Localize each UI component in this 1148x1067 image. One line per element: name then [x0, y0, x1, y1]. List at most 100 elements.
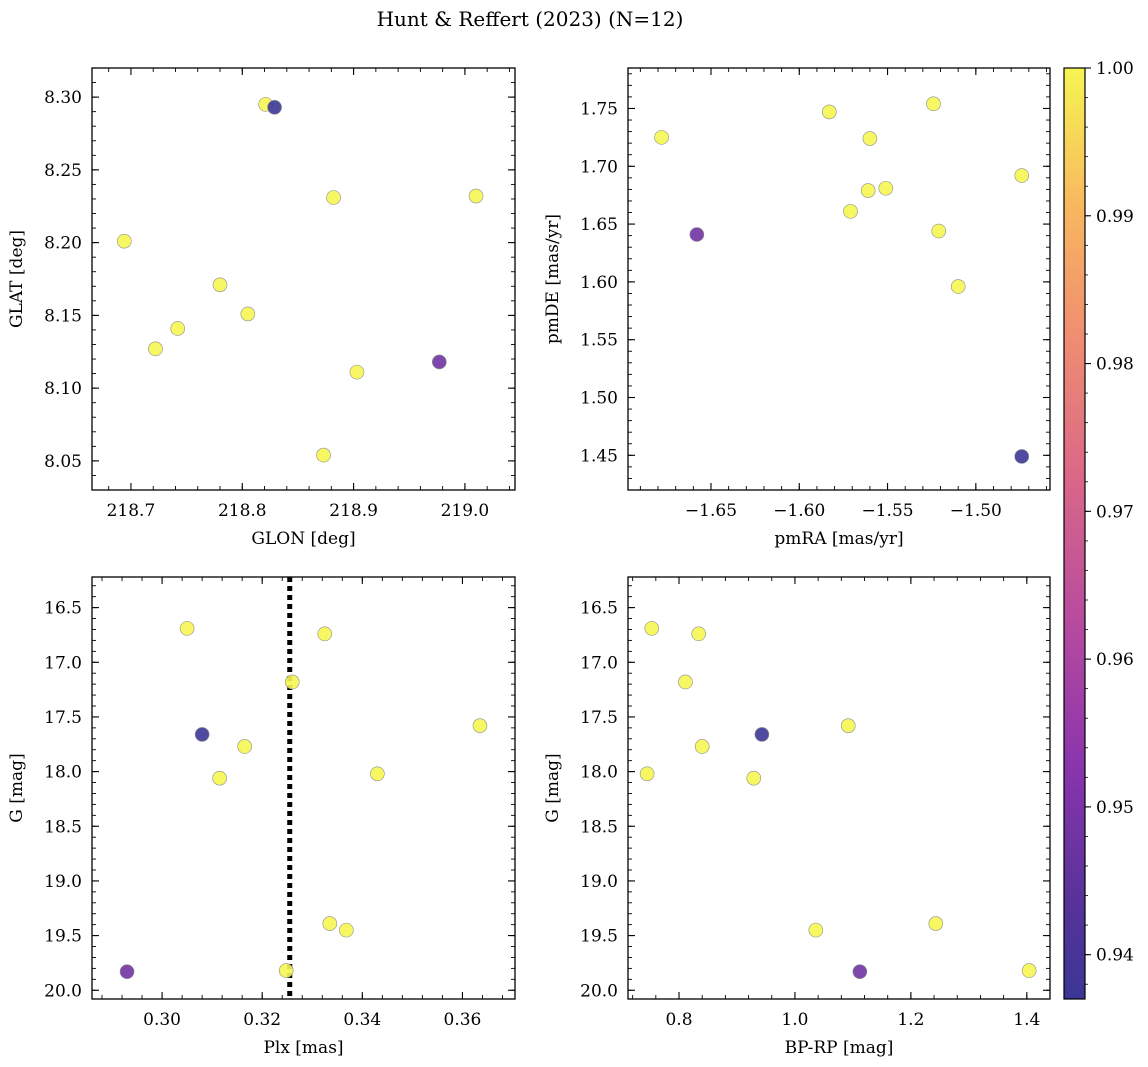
- y-axis-label: G [mag]: [543, 753, 563, 822]
- y-axis-label: pmDE [mas/yr]: [543, 214, 563, 344]
- scatter-point: [860, 183, 876, 198]
- scatter-point: [237, 739, 252, 754]
- axes-frame: [627, 67, 1051, 491]
- y-tick-label: 16.5: [44, 599, 82, 619]
- y-tick-label: 20.0: [580, 981, 618, 1001]
- y-tick-label: 1.55: [580, 331, 618, 351]
- scatter-point: [370, 766, 385, 782]
- panel-pmra-pmde: −1.65 −1.60 −1.55 −1.50 1.45 1.50 1.55 1.60 1.65…: [543, 67, 1051, 549]
- scatter-point: [1014, 168, 1030, 183]
- x-tick-label: 1.2: [897, 1010, 924, 1030]
- x-tick-label: 218.9: [329, 501, 378, 521]
- scatter-point: [194, 727, 210, 742]
- scatter-point: [926, 96, 941, 112]
- y-tick-label: 17.0: [580, 653, 618, 673]
- x-axis-label: pmRA [mas/yr]: [774, 529, 903, 549]
- scatter-point: [691, 626, 707, 642]
- panel-plx-g: 0.30 0.32 0.34 0.36 16.5 17.0 17.5 18.0 18.5 19.0…: [7, 576, 516, 1058]
- colorbar-gradient: [1063, 67, 1086, 1000]
- panel-bprp-g: 0.8 1.0 1.2 1.4 16.5 17.0 17.5 18.0 18.5 19.0 19.5…: [543, 576, 1051, 1058]
- scatter-point: [240, 306, 256, 322]
- scatter-point: [284, 674, 300, 690]
- colorbar-tick-label: 0.99: [1096, 207, 1134, 227]
- scatter-point: [119, 964, 135, 979]
- figure-title: Hunt & Reffert (2023) (N=12): [377, 7, 684, 31]
- y-tick-label: 1.60: [580, 273, 618, 293]
- x-tick-label: 219.0: [441, 501, 490, 521]
- panel-glon-glat: 218.7 218.8 218.9 219.0 8.05 8.10 8.15 8.20 8.25…: [7, 67, 516, 549]
- x-tick-label: −1.55: [862, 501, 914, 521]
- scatter-point: [862, 131, 878, 146]
- colorbar-tick-label: 0.97: [1096, 502, 1134, 522]
- scatter-point: [1014, 449, 1030, 464]
- scatter-point: [821, 104, 837, 120]
- colorbar-tick-label: 1.00: [1096, 59, 1134, 79]
- scatter-point: [878, 180, 894, 196]
- scatter-point: [644, 621, 660, 636]
- scatter-point: [1021, 963, 1037, 978]
- x-tick-label: 0.32: [243, 1010, 281, 1030]
- scatter-point: [689, 227, 705, 242]
- scatter-point: [116, 233, 132, 249]
- colorbar-tick-label: 0.98: [1096, 355, 1134, 375]
- scatter-point: [170, 321, 186, 336]
- scatter-point: [212, 277, 228, 293]
- y-tick-label: 19.0: [44, 872, 82, 892]
- scatter-point: [950, 279, 966, 294]
- scatter-point: [267, 99, 282, 115]
- y-tick-label: 19.5: [580, 927, 618, 947]
- x-tick-label: 0.34: [343, 1010, 381, 1030]
- axes-frame: [91, 576, 516, 1000]
- y-tick-label: 18.5: [44, 817, 82, 837]
- scatter-point: [339, 922, 354, 938]
- scatter-point: [928, 916, 944, 931]
- y-tick-label: 8.30: [44, 88, 82, 108]
- colorbar-tick-label: 0.95: [1096, 798, 1134, 818]
- scatter-point: [694, 739, 710, 754]
- y-tick-label: 18.0: [44, 763, 82, 783]
- scatter-point: [326, 190, 341, 205]
- y-tick-label: 8.15: [44, 306, 82, 326]
- scatter-point: [179, 621, 195, 636]
- scatter-point: [654, 130, 669, 145]
- x-tick-label: −1.50: [950, 501, 1002, 521]
- scatter-point: [639, 766, 655, 782]
- y-tick-label: 17.5: [44, 708, 82, 728]
- y-tick-label: 1.50: [580, 389, 618, 409]
- y-tick-label: 20.0: [44, 981, 82, 1001]
- colorbar-tick-label: 0.96: [1096, 650, 1134, 670]
- x-tick-label: 0.36: [444, 1010, 482, 1030]
- scatter-point: [472, 718, 488, 733]
- scatter-point: [432, 354, 447, 370]
- scatter-point: [212, 770, 227, 786]
- x-tick-label: −1.60: [773, 501, 825, 521]
- y-tick-label: 17.0: [44, 653, 82, 673]
- y-tick-label: 1.65: [580, 215, 618, 235]
- x-axis-label: BP-RP [mag]: [785, 1038, 894, 1058]
- scatter-point: [278, 963, 294, 978]
- colorbar-tick-label: 0.94: [1096, 946, 1134, 966]
- scatter-point: [349, 364, 365, 380]
- axes-frame: [627, 576, 1051, 1000]
- y-tick-label: 8.05: [44, 452, 82, 472]
- x-axis-label: Plx [mas]: [263, 1038, 343, 1058]
- y-tick-label: 19.5: [44, 927, 82, 947]
- scatter-point: [468, 188, 484, 204]
- y-tick-label: 1.70: [580, 157, 618, 177]
- scatter-point: [931, 223, 947, 239]
- y-tick-label: 17.5: [580, 708, 618, 728]
- y-tick-label: 1.45: [580, 446, 618, 466]
- x-tick-label: 1.4: [1013, 1010, 1040, 1030]
- y-tick-label: 19.0: [580, 872, 618, 892]
- y-axis-label: G [mag]: [7, 753, 27, 822]
- scatter-point: [808, 922, 824, 938]
- y-tick-label: 16.5: [580, 599, 618, 619]
- x-tick-label: 218.7: [107, 501, 156, 521]
- x-tick-label: 0.8: [665, 1010, 692, 1030]
- scatter-point: [746, 770, 762, 786]
- scatter-point: [852, 964, 868, 979]
- y-tick-label: 18.5: [580, 817, 618, 837]
- x-tick-label: 0.30: [143, 1010, 181, 1030]
- colorbar: 0.94 0.95 0.96 0.97 0.98 0.99 1.00: [1063, 59, 1134, 1000]
